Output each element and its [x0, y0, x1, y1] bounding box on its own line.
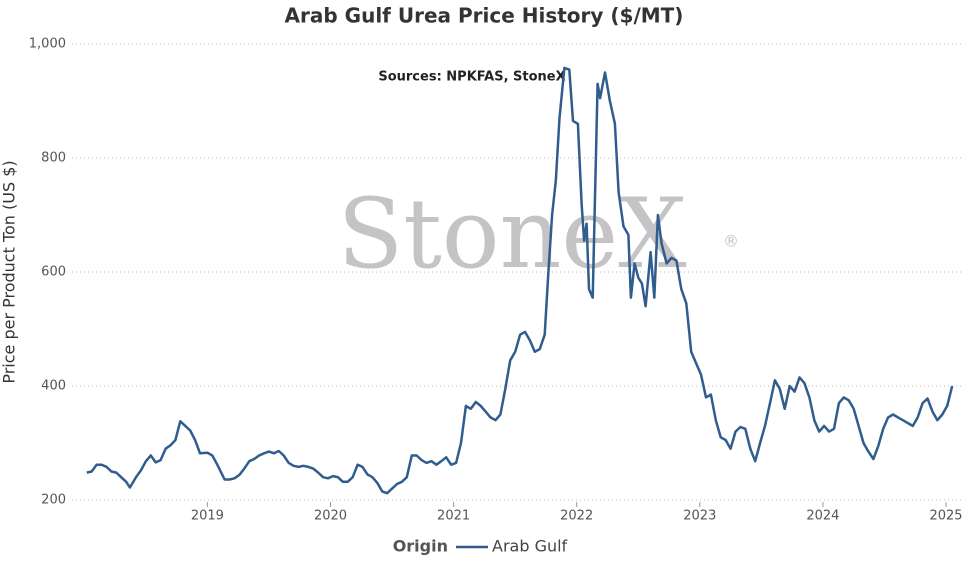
- x-tick-label: 2025: [929, 509, 962, 524]
- y-tick-label: 600: [41, 265, 66, 280]
- series-line: [86, 66, 954, 495]
- x-tick-label: 2019: [191, 509, 224, 524]
- chart-title: Arab Gulf Urea Price History ($/MT): [285, 4, 684, 28]
- y-tick-label: 400: [41, 379, 66, 394]
- annotation: Sources: NPKFAS, StoneX: [378, 70, 565, 85]
- y-axis-label: Price per Product Ton (US $): [0, 160, 19, 383]
- x-tick-label: 2020: [314, 509, 347, 524]
- x-tick-label: 2023: [683, 509, 716, 524]
- y-tick-label: 800: [41, 151, 66, 166]
- watermark-mark: ®: [723, 232, 739, 251]
- y-tick-label: 1,000: [29, 37, 66, 52]
- legend-label: Arab Gulf: [492, 537, 568, 556]
- y-tick-label: 200: [41, 493, 66, 508]
- x-tick-label: 2022: [560, 509, 593, 524]
- legend-title: Origin: [393, 537, 448, 556]
- x-tick-label: 2024: [806, 509, 839, 524]
- x-tick-label: 2021: [437, 509, 470, 524]
